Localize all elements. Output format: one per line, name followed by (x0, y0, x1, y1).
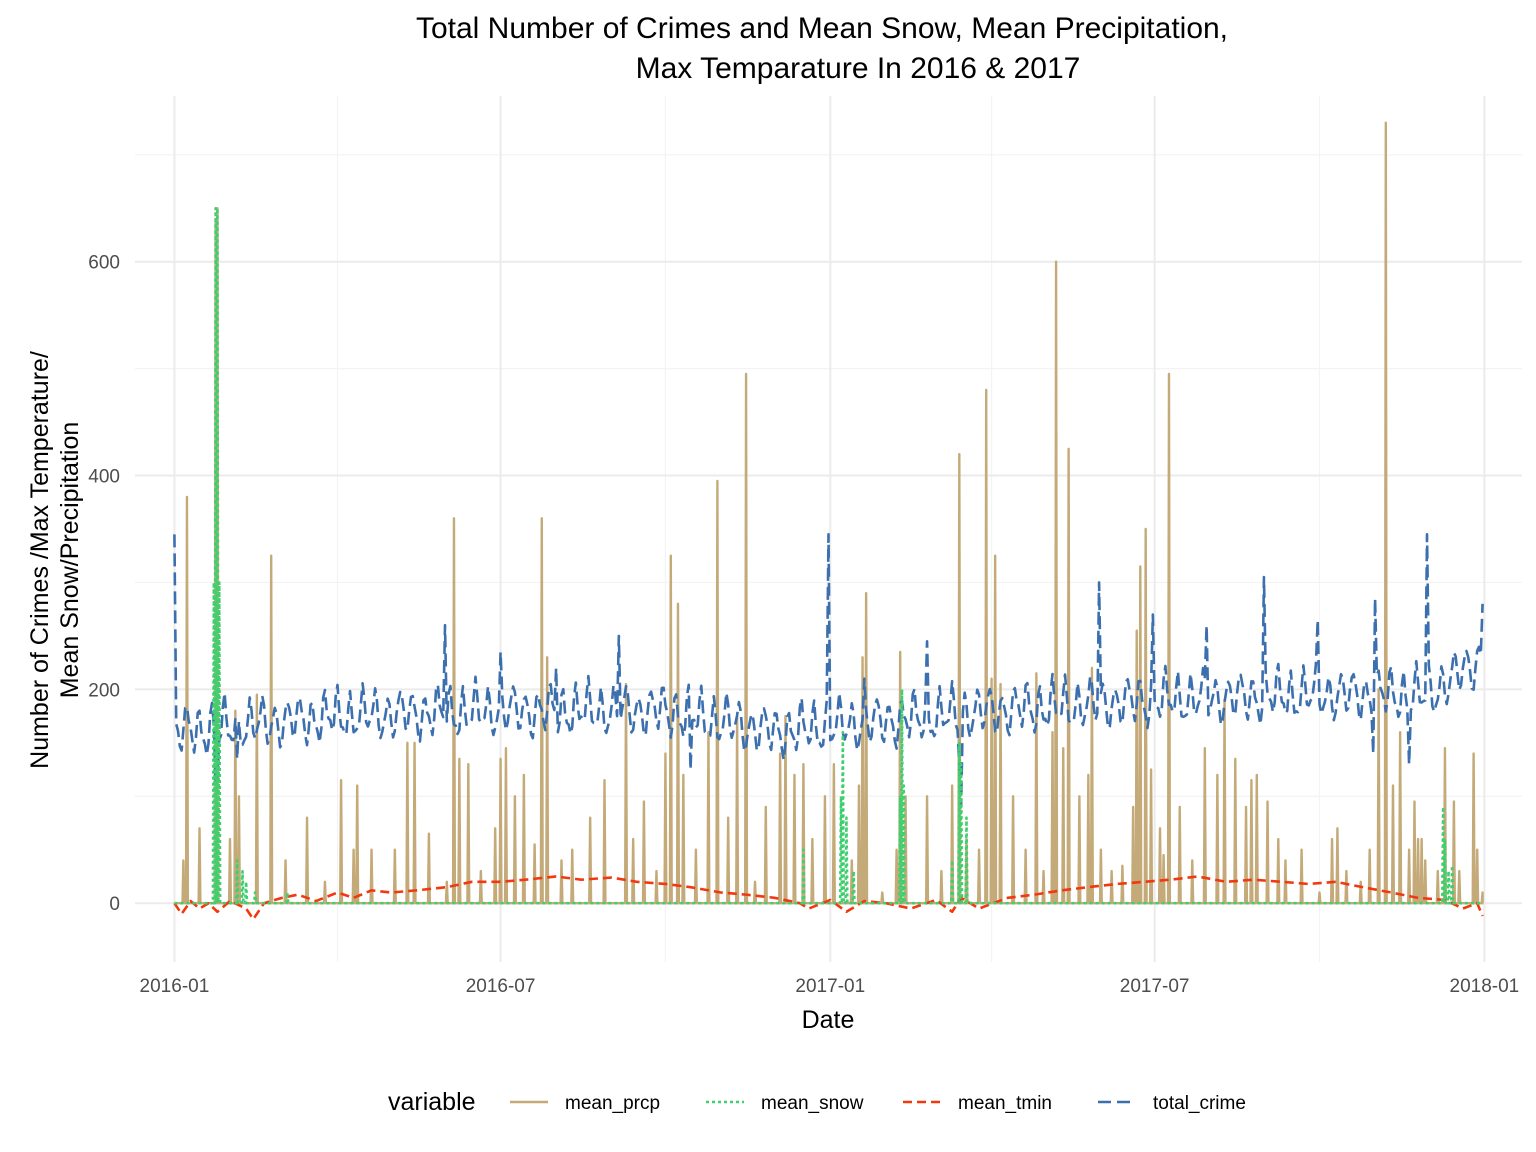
y-tick-label: 400 (88, 467, 120, 488)
y-axis-ticks: 0 200 400 600 (88, 253, 120, 915)
series-line-mean-prcp (174, 121, 1484, 905)
y-tick-label: 200 (88, 680, 120, 701)
series-line-mean-tmin (173, 875, 1484, 921)
x-tick-label: 2016-01 (140, 976, 210, 997)
legend-label-total-crime: total_crime (1153, 1093, 1246, 1114)
chart-title-line-2: Max Temparature In 2016 & 2017 (636, 52, 1081, 85)
x-axis-title: Date (802, 1006, 855, 1034)
minor-gridlines (135, 96, 1522, 962)
legend-items: mean_prcp mean_snow mean_tmin total_crime (510, 1093, 1246, 1114)
legend-label-mean-tmin: mean_tmin (958, 1093, 1052, 1114)
x-tick-label: 2017-01 (795, 976, 865, 997)
legend-title: variable (388, 1088, 476, 1116)
y-axis-title-line-1: Number of Crimes /Max Temperature/ (26, 351, 54, 769)
x-axis-ticks: 2016-01 2016-07 2017-01 2017-07 2018-01 (140, 976, 1520, 997)
major-gridlines (135, 96, 1522, 962)
y-tick-label: 600 (88, 253, 120, 274)
y-axis-title-line-2: Mean Snow/Precipitation (56, 422, 84, 699)
legend-label-mean-snow: mean_snow (761, 1093, 864, 1114)
series-line-total-crime (173, 533, 1484, 809)
x-tick-label: 2016-07 (466, 976, 536, 997)
x-tick-label: 2017-07 (1120, 976, 1190, 997)
legend: variable mean_prcp mean_snow mean_tmin tota… (388, 1088, 1246, 1116)
chart-title-line-1: Total Number of Crimes and Mean Snow, Me… (416, 12, 1228, 45)
legend-label-mean-prcp: mean_prcp (565, 1093, 660, 1114)
y-tick-label: 0 (109, 894, 120, 915)
series-line-mean-snow (174, 206, 1483, 905)
series-layer (173, 121, 1484, 921)
x-tick-label: 2018-01 (1450, 976, 1520, 997)
